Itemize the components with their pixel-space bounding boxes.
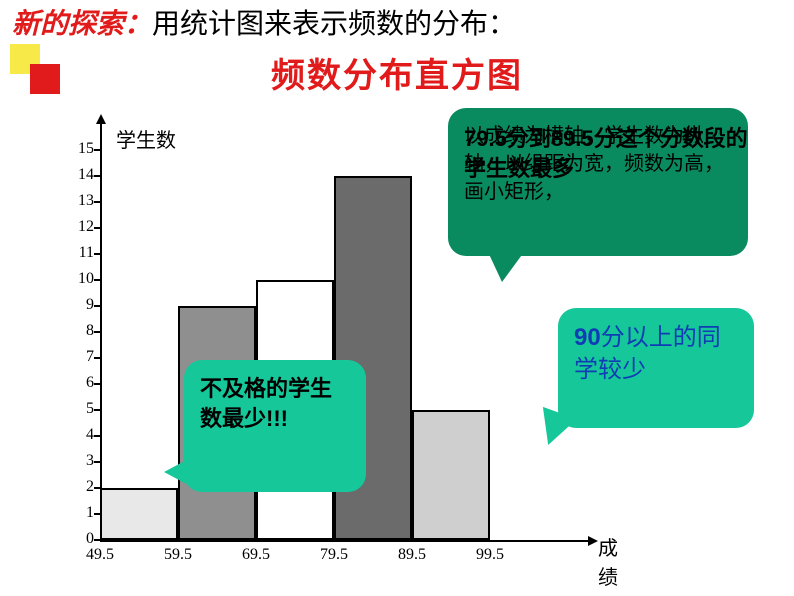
y-tick-label: 2: [64, 478, 94, 496]
y-tick: [94, 435, 100, 437]
y-tick-label: 9: [64, 296, 94, 314]
x-tick-label: 59.5: [153, 546, 203, 564]
bar-89.5-99.5: [412, 410, 490, 540]
callout-overlay-text: 79.5分到89.5分这个分数段的学生数最多: [464, 124, 748, 184]
callout-tail: [164, 456, 194, 488]
x-axis-label: 成绩: [598, 532, 620, 590]
x-tick-label: 89.5: [387, 546, 437, 564]
x-tick-label: 79.5: [309, 546, 359, 564]
y-tick: [94, 175, 100, 177]
x-tick-label: 69.5: [231, 546, 281, 564]
y-tick-label: 11: [64, 244, 94, 262]
y-tick-label: 8: [64, 322, 94, 340]
y-tick-label: 3: [64, 452, 94, 470]
y-tick-label: 1: [64, 504, 94, 522]
bar-49.5-59.5: [100, 488, 178, 540]
callout-number: 90: [574, 324, 601, 351]
y-axis-label: 学生数: [116, 124, 176, 153]
x-tick-label: 49.5: [75, 546, 125, 564]
y-tick-label: 5: [64, 400, 94, 418]
heading: 新的探索：用统计图来表示频数的分布：: [0, 6, 794, 44]
callout-lower-left: 不及格的学生数最少!!!: [184, 360, 366, 492]
y-tick-label: 13: [64, 192, 94, 210]
y-tick: [94, 253, 100, 255]
heading-rest: 用统计图来表示频数的分布：: [152, 9, 516, 40]
y-tick-label: 14: [64, 166, 94, 184]
y-tick: [94, 409, 100, 411]
callout-text: 不及格的学生数最少!!!: [200, 376, 332, 431]
y-tick-label: 7: [64, 348, 94, 366]
y-tick: [94, 461, 100, 463]
x-tick-label: 99.5: [465, 546, 515, 564]
x-axis: [100, 540, 590, 542]
callout-top-right: 以成绩为横轴，学生数为纵轴，以组距为宽，频数为高，画小矩形， 79.5分到89.…: [448, 108, 748, 256]
x-axis-arrow: [588, 536, 598, 546]
y-tick: [94, 201, 100, 203]
y-tick: [94, 305, 100, 307]
y-tick: [94, 383, 100, 385]
y-tick: [94, 331, 100, 333]
callout-right-mid: 90分以上的同学较少: [558, 308, 754, 428]
y-tick: [94, 357, 100, 359]
y-tick-label: 6: [64, 374, 94, 392]
y-tick: [94, 149, 100, 151]
y-axis: [100, 120, 102, 540]
heading-emphasis: 新的探索：: [12, 9, 152, 40]
y-tick-label: 4: [64, 426, 94, 444]
y-tick-label: 10: [64, 270, 94, 288]
y-tick: [94, 279, 100, 281]
subtitle: 频数分布直方图: [0, 48, 794, 97]
y-tick: [94, 227, 100, 229]
slide: 新的探索：用统计图来表示频数的分布： 频数分布直方图 学生数 成绩 012345…: [0, 0, 794, 596]
y-tick-label: 12: [64, 218, 94, 236]
callout-tail: [488, 252, 524, 282]
y-tick-label: 15: [64, 140, 94, 158]
